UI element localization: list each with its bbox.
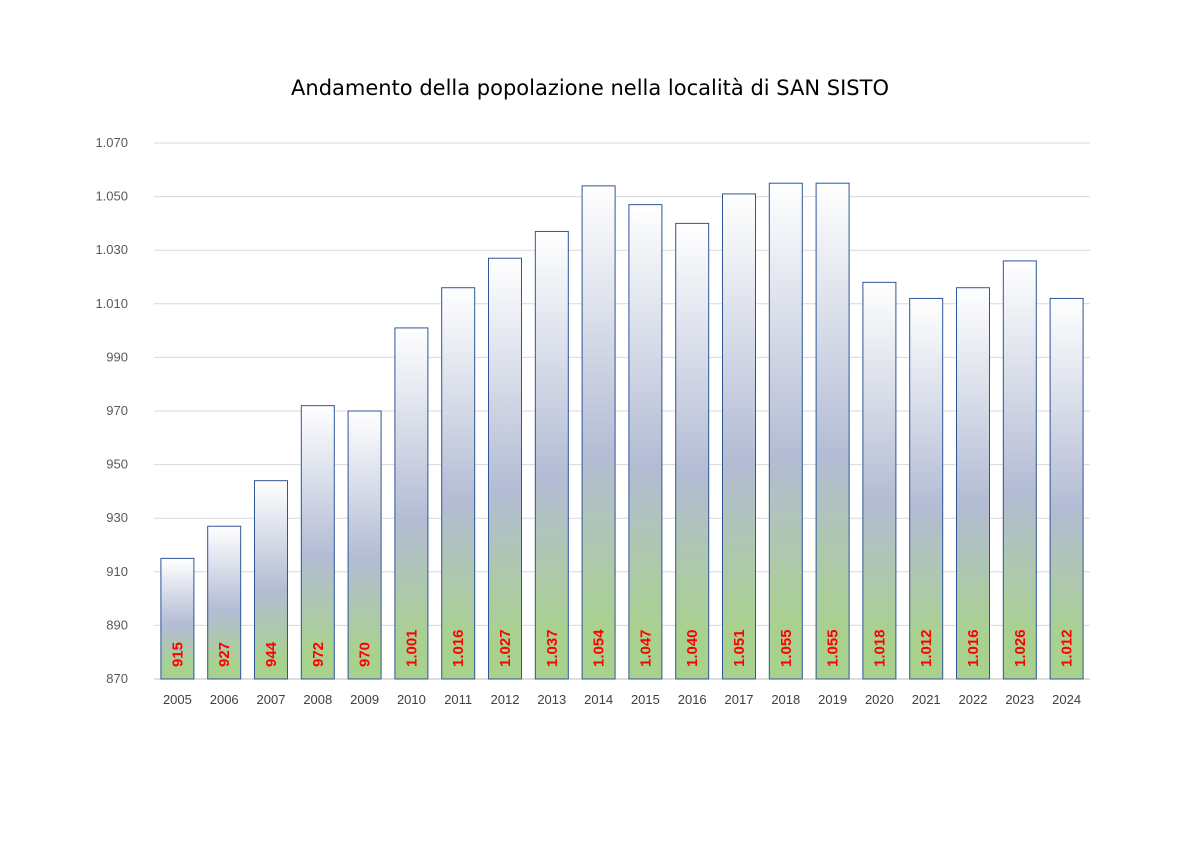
data-labels: 915 927 944 972 970 1.001 1.016 1.027 1.037 1.054… bbox=[169, 629, 1075, 667]
data-label: 1.055 bbox=[825, 629, 842, 667]
chart-title: Andamento della popolazione nella locali… bbox=[291, 76, 889, 100]
x-tick-label: 2018 bbox=[771, 692, 800, 707]
y-tick-label: 1.070 bbox=[95, 135, 128, 150]
bar-2009 bbox=[347, 410, 382, 680]
x-tick-label: 2009 bbox=[350, 692, 379, 707]
x-tick-label: 2022 bbox=[959, 692, 988, 707]
y-axis: 870 890 910 930 950 970 990 1.010 1.030 1.050 1.07… bbox=[95, 135, 128, 686]
data-label: 1.054 bbox=[591, 629, 608, 667]
data-label: 1.037 bbox=[544, 629, 561, 667]
x-tick-label: 2006 bbox=[210, 692, 239, 707]
bars bbox=[160, 182, 1084, 680]
bar-2012 bbox=[488, 257, 522, 680]
bar-2010 bbox=[394, 327, 429, 680]
grid-lines bbox=[154, 142, 1090, 680]
y-tick-label: 930 bbox=[106, 510, 128, 525]
x-tick-label: 2007 bbox=[257, 692, 286, 707]
bar-2006 bbox=[207, 525, 242, 680]
data-label: 915 bbox=[169, 642, 186, 667]
data-label: 972 bbox=[310, 642, 327, 667]
x-tick-label: 2011 bbox=[444, 692, 472, 707]
data-label: 1.027 bbox=[497, 629, 514, 667]
x-tick-label: 2008 bbox=[303, 692, 332, 707]
x-tick-label: 2023 bbox=[1005, 692, 1034, 707]
x-tick-label: 2005 bbox=[163, 692, 192, 707]
x-tick-label: 2016 bbox=[678, 692, 707, 707]
x-tick-label: 2021 bbox=[912, 692, 941, 707]
y-tick-label: 1.050 bbox=[95, 189, 128, 204]
y-tick-label: 990 bbox=[106, 349, 128, 364]
bar-2018 bbox=[768, 182, 803, 680]
bar-2016 bbox=[675, 222, 710, 680]
bar-2021 bbox=[909, 297, 944, 680]
x-tick-label: 2010 bbox=[397, 692, 426, 707]
data-label: 1.016 bbox=[965, 629, 982, 667]
y-tick-label: 970 bbox=[106, 403, 128, 418]
bar-2022 bbox=[956, 287, 990, 680]
x-tick-label: 2014 bbox=[584, 692, 613, 707]
bar-2011 bbox=[441, 287, 476, 680]
y-tick-label: 910 bbox=[106, 564, 128, 579]
x-tick-label: 2017 bbox=[725, 692, 754, 707]
bar-2005 bbox=[160, 557, 195, 680]
x-axis: 2005 2006 2007 2008 2009 2010 2011 2012 2013 2014… bbox=[163, 692, 1081, 707]
data-label: 944 bbox=[263, 641, 280, 667]
data-label: 1.040 bbox=[684, 629, 701, 667]
data-label: 1.016 bbox=[450, 629, 467, 667]
x-tick-label: 2020 bbox=[865, 692, 894, 707]
y-tick-label: 870 bbox=[106, 671, 128, 686]
bar-2007 bbox=[254, 480, 288, 680]
y-tick-label: 950 bbox=[106, 457, 128, 472]
data-label: 1.055 bbox=[778, 629, 795, 667]
y-tick-label: 1.030 bbox=[95, 242, 128, 257]
y-tick-label: 890 bbox=[106, 617, 128, 632]
data-label: 1.012 bbox=[918, 629, 935, 667]
bar-2024 bbox=[1049, 297, 1084, 680]
x-tick-label: 2012 bbox=[491, 692, 520, 707]
data-label: 1.012 bbox=[1059, 629, 1076, 667]
bar-2014 bbox=[581, 185, 616, 680]
data-label: 970 bbox=[357, 642, 374, 667]
x-tick-label: 2019 bbox=[818, 692, 847, 707]
x-tick-label: 2024 bbox=[1052, 692, 1081, 707]
bar-2015 bbox=[628, 204, 663, 680]
bar-2019 bbox=[815, 182, 850, 680]
data-label: 1.026 bbox=[1012, 629, 1029, 667]
x-tick-label: 2013 bbox=[537, 692, 566, 707]
bar-2008 bbox=[300, 405, 335, 680]
x-tick-label: 2015 bbox=[631, 692, 660, 707]
bar-2020 bbox=[862, 281, 897, 680]
bar-2013 bbox=[534, 230, 569, 680]
bar-2017 bbox=[722, 193, 756, 680]
y-tick-label: 1.010 bbox=[95, 296, 128, 311]
data-label: 927 bbox=[216, 642, 233, 667]
data-label: 1.047 bbox=[637, 629, 654, 667]
data-label: 1.001 bbox=[403, 629, 420, 667]
data-label: 1.051 bbox=[731, 629, 748, 667]
data-label: 1.018 bbox=[871, 629, 888, 667]
bar-2023 bbox=[1002, 260, 1037, 680]
